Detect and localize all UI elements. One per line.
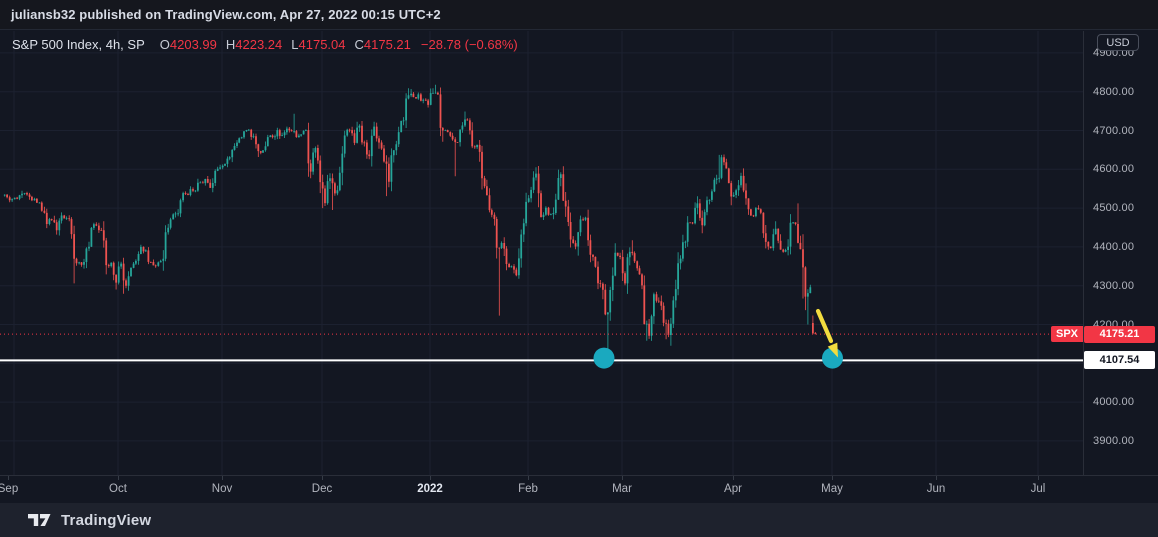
time-scale[interactable]: Sep Oct Nov Dec 2022 Feb Mar Apr May Jun Jul (0, 475, 1158, 503)
publish-header-text: juliansb32 published on TradingView.com,… (11, 7, 441, 22)
symbol-legend[interactable]: S&P 500 Index, 4h, SP O4203.99 H4223.24 L4… (12, 36, 518, 52)
time-tick-mark (118, 476, 119, 480)
price-tick-label: 4300.00 (1093, 279, 1135, 292)
up-candle-bodies (3, 92, 812, 336)
legend-ohlc-item: H4223.24 (225, 36, 283, 52)
time-tick-mark (322, 476, 323, 480)
support-level-label: 4107.54 (1084, 351, 1155, 370)
branding-bar: TradingView (0, 503, 1158, 537)
time-tick-label: Mar (612, 483, 632, 495)
time-tick-label: 2022 (417, 483, 443, 495)
legend-ohlc-item: O4203.99 (159, 36, 217, 52)
price-tick-label: 4500.00 (1093, 202, 1135, 215)
time-tick-mark (936, 476, 937, 480)
candlestick-chart[interactable] (0, 31, 1083, 475)
time-tick-label: Sep (0, 483, 19, 495)
ohlc-values: O4203.99 H4223.24 L4175.04 C4175.21 (160, 37, 411, 52)
price-tick-label: 4000.00 (1093, 396, 1135, 409)
chart-pane[interactable]: S&P 500 Index, 4h, SP O4203.99 H4223.24 L4… (0, 31, 1083, 475)
tradingview-brand-name[interactable]: TradingView (61, 511, 152, 529)
legend-ohlc-item: L4175.04 (291, 36, 346, 52)
time-tick-label: May (821, 483, 843, 495)
time-tick-mark (222, 476, 223, 480)
tradingview-logo-icon[interactable] (27, 511, 52, 529)
last-price-label: 4175.21 (1084, 325, 1155, 343)
time-tick-label: Jun (926, 483, 946, 495)
down-candle-wicks (6, 87, 816, 340)
time-tick-label: Jul (1030, 483, 1046, 495)
time-tick-label: Apr (724, 483, 742, 495)
price-tick-label: 4800.00 (1093, 85, 1135, 98)
price-tick-label: 4700.00 (1093, 124, 1135, 137)
time-tick-mark (832, 476, 833, 480)
time-tick-mark (8, 476, 9, 480)
time-tick-label: Dec (311, 483, 333, 495)
time-tick-mark (1038, 476, 1039, 480)
change-value: −28.78 (−0.68%) (420, 36, 518, 52)
legend-ohlc-item: C4175.21 (354, 36, 411, 52)
currency-badge[interactable]: USD (1097, 34, 1139, 51)
support-touch-dot[interactable] (593, 347, 615, 369)
time-tick-label: Nov (211, 483, 233, 495)
time-tick-mark (528, 476, 529, 480)
price-tick-label: 3900.00 (1093, 434, 1135, 447)
price-tick-label: 4400.00 (1093, 240, 1135, 253)
up-candle-wicks (4, 84, 811, 358)
time-tick-mark (430, 476, 431, 480)
price-tick-label: 4600.00 (1093, 163, 1135, 176)
grid-lines (0, 31, 1083, 475)
publish-header: juliansb32 published on TradingView.com,… (0, 0, 1158, 30)
symbol-price-flag: SPX (1051, 326, 1083, 342)
time-tick-mark (733, 476, 734, 480)
price-scale[interactable]: USD 4900.00 4800.00 4700.00 4600.00 4500.00 4… (1083, 31, 1158, 503)
down-candle-bodies (6, 92, 817, 336)
time-tick-mark (622, 476, 623, 480)
time-tick-label: Feb (518, 483, 538, 495)
symbol-description: S&P 500 Index, 4h, SP (12, 36, 145, 52)
time-tick-label: Oct (109, 483, 127, 495)
arrow-annotation[interactable] (815, 308, 834, 344)
arrow-annotation-head[interactable] (827, 342, 838, 358)
